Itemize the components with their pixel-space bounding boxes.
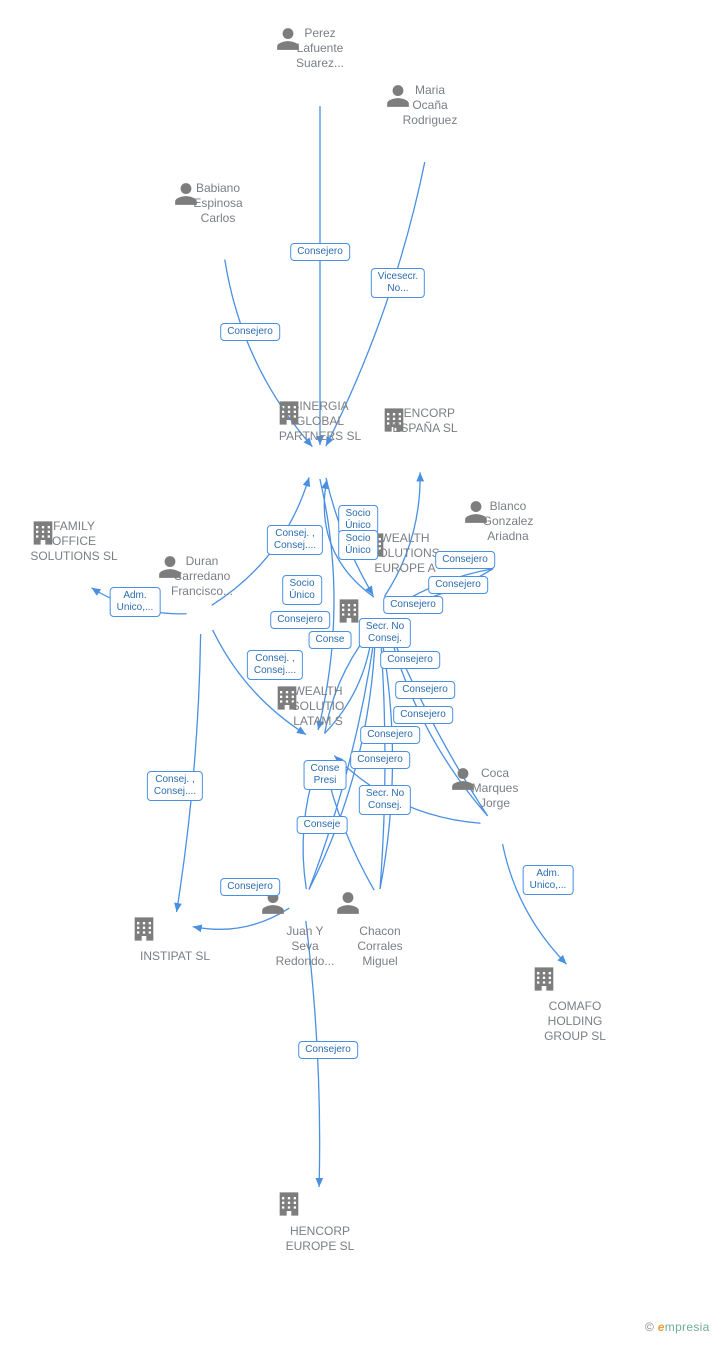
building-icon — [303, 733, 333, 763]
person-icon — [480, 815, 510, 845]
person-icon — [290, 890, 320, 920]
person-icon — [415, 132, 445, 162]
edge-label: Consejero — [220, 878, 280, 896]
node-label: Juan Y Seva Redondo... — [276, 924, 335, 969]
edge-label: Adm. Unico,... — [523, 865, 574, 895]
person-node-chacon[interactable]: Chacon Corrales Miguel — [335, 890, 425, 969]
network-edges-layer — [0, 0, 728, 1345]
person-icon — [365, 890, 395, 920]
person-node-maria[interactable]: Maria Ocaña Rodriguez — [385, 83, 475, 162]
edge-label: Conseje — [297, 816, 348, 834]
brand-rest: mpresia — [665, 1320, 710, 1334]
edge-label: Consej. , Consej.... — [147, 771, 203, 801]
person-icon — [187, 603, 217, 633]
copyright-notice: © empresia — [645, 1320, 710, 1334]
edge-label: Consejero — [290, 243, 350, 261]
person-icon — [493, 548, 523, 578]
building-icon — [305, 1190, 335, 1220]
edge-label: Consej. , Consej.... — [267, 525, 323, 555]
node-label: INSTIPAT SL — [140, 949, 210, 964]
brand-first-letter: e — [658, 1320, 665, 1334]
edge-label: Consejero — [435, 551, 495, 569]
edge-label: Consejero — [393, 706, 453, 724]
company-node-hencorp_es[interactable]: HENCORP ESPAÑA SL — [380, 406, 470, 470]
edge-label: Consejero — [383, 596, 443, 614]
copyright-symbol: © — [645, 1320, 654, 1334]
node-label: Blanco Gonzalez Ariadna — [483, 499, 534, 544]
person-node-coca[interactable]: Coca Marques Jorge — [450, 766, 540, 845]
building-icon — [160, 915, 190, 945]
person-node-perez[interactable]: Perez Lafuente Suarez... — [275, 26, 365, 105]
edge-label: Consejero — [428, 576, 488, 594]
edge-label: Consejero — [395, 681, 455, 699]
company-node-sinergia[interactable]: SINERGIA GLOBAL PARTNERS SL — [275, 399, 365, 478]
edge-label: Consej. , Consej.... — [247, 650, 303, 680]
company-node-family[interactable]: FAMILY OFFICE SOLUTIONS SL — [29, 519, 119, 598]
company-node-wealth_lat[interactable]: WEALTH SOLUTIO LATAM S — [273, 684, 363, 763]
edge-label: Consejero — [298, 1041, 358, 1059]
building-icon — [59, 568, 89, 598]
edge-label: Secr. No Consej. — [359, 785, 411, 815]
node-label: Perez Lafuente Suarez... — [296, 26, 344, 71]
edge-label: Consejero — [350, 751, 410, 769]
edge-label: Conse — [309, 631, 352, 649]
person-node-duran[interactable]: Duran Carredano Francisco... — [157, 554, 247, 633]
building-icon — [410, 440, 440, 470]
building-icon — [560, 965, 590, 995]
node-label: Babiano Espinosa Carlos — [193, 181, 242, 226]
company-node-comafo[interactable]: COMAFO HOLDING GROUP SL — [530, 965, 620, 1044]
node-label: Coca Marques Jorge — [472, 766, 519, 811]
edge-label: Consejero — [380, 651, 440, 669]
person-icon — [203, 230, 233, 260]
edge-label: Consejero — [360, 726, 420, 744]
edge-label: Conse Presi — [304, 760, 347, 790]
company-node-hencorp_eu[interactable]: HENCORP EUROPE SL — [275, 1190, 365, 1254]
edge-label: Socio Único — [282, 575, 322, 605]
company-node-instipat[interactable]: INSTIPAT SL — [130, 915, 220, 964]
node-label: Chacon Corrales Miguel — [357, 924, 402, 969]
edge-label: Vicesecr. No... — [371, 268, 425, 298]
edge-label: Consejero — [220, 323, 280, 341]
person-icon — [305, 75, 335, 105]
edge-label: Consejero — [270, 611, 330, 629]
edge-label: Secr. No Consej. — [359, 618, 411, 648]
building-icon — [305, 448, 335, 478]
node-label: COMAFO HOLDING GROUP SL — [544, 999, 606, 1044]
person-node-babiano[interactable]: Babiano Espinosa Carlos — [173, 181, 263, 260]
node-label: HENCORP EUROPE SL — [286, 1224, 355, 1254]
edge-coca-comafo — [503, 844, 567, 964]
edge-label: Socio Único — [338, 530, 378, 560]
edge-label: Adm. Unico,... — [110, 587, 161, 617]
